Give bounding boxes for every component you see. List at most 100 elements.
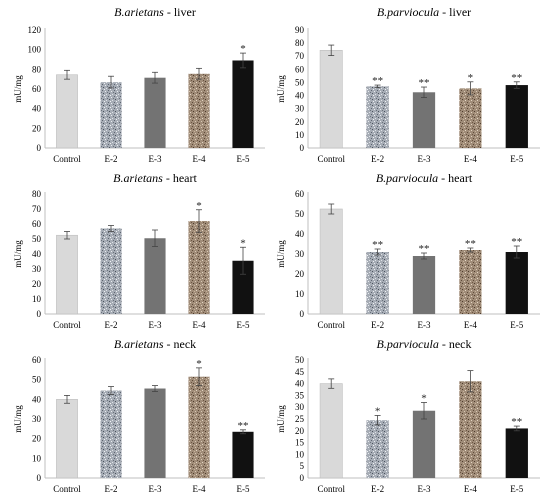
chart-title-species: B.arietans [114,337,164,351]
bar-e-5 [232,431,254,478]
significance-marker: * [196,200,202,212]
y-tick-label: 30 [295,104,305,114]
y-tick-label: 0 [37,473,42,483]
chart-title-tissue: - heart [163,171,198,185]
bar-e-3 [144,388,166,478]
y-tick-label: 0 [37,309,42,319]
chart-panel-6: B.parviocula - neckmU/mg0510152025303540… [276,337,540,494]
y-tick-label: 10 [295,289,305,299]
y-tick-label: 30 [32,264,42,274]
y-tick-label: 0 [300,309,305,319]
y-tick-label: 10 [32,294,42,304]
significance-marker: ** [372,75,383,87]
x-tick-label: Control [53,154,81,164]
bar-e-5 [232,60,254,148]
bar-e-5 [505,428,528,478]
x-tick-label: Control [317,320,345,330]
bar-e-2 [366,252,389,314]
chart-title-tissue: - liver [164,5,196,19]
y-tick-label: 5 [300,461,305,471]
significance-marker: ** [511,236,522,248]
chart-title-tissue: - neck [164,337,197,351]
x-tick-label: E-3 [418,154,431,164]
y-tick-label: 40 [32,104,42,114]
y-tick-label: 70 [32,204,42,214]
chart-title-tissue: - neck [439,337,472,351]
bar-e-3 [412,256,436,314]
bar-control [319,383,343,479]
y-tick-label: 20 [295,269,305,279]
y-axis-label: mU/mg [276,75,286,103]
significance-marker: * [240,237,246,249]
bar-e-5 [505,85,528,148]
y-tick-label: 60 [32,219,42,229]
y-tick-label: 30 [295,402,305,412]
chart-panel-5: B.arietans - neck mU/mg 0 10 20 30 40 50 60 Contr… [13,337,265,494]
y-tick-label: 60 [295,189,305,199]
y-tick-label: 40 [295,229,305,239]
y-tick-label: 80 [32,64,42,74]
x-tick-label: E-5 [237,154,250,164]
y-tick-label: 50 [295,209,305,219]
x-tick-label: E-3 [149,484,162,494]
x-tick-label: E-3 [418,484,431,494]
x-tick-label: Control [53,320,81,330]
y-tick-label: 40 [295,379,305,389]
y-tick-label: 20 [295,117,305,127]
chart-title-species: B.parviocula [377,5,439,19]
chart-panel-1: B.arietans - liver mU/mg 0 20 40 60 80 100 120 Co… [13,5,265,164]
significance-marker: ** [511,72,522,84]
bar-control [319,50,343,149]
significance-marker: * [196,358,202,370]
significance-marker: ** [511,416,522,428]
y-tick-label: 20 [32,279,42,289]
x-tick-label: E-2 [371,154,384,164]
y-tick-label: 20 [295,426,305,436]
x-tick-label: E-2 [105,154,118,164]
y-tick-label: 35 [295,390,305,400]
x-tick-label: E-5 [510,484,523,494]
y-tick-label: 20 [32,434,42,444]
y-tick-label: 70 [295,51,305,61]
x-tick-label: E-3 [149,320,162,330]
x-tick-label: E-3 [149,154,162,164]
significance-marker: * [375,405,381,417]
x-tick-label: E-5 [510,320,523,330]
bar-e-3 [412,410,436,478]
y-tick-label: 40 [32,394,42,404]
x-tick-label: E-4 [193,154,206,164]
chart-title: B.arietans - liver [114,5,196,19]
bar-e-5 [505,252,528,314]
bar-e-4 [188,221,210,314]
bar-control [319,208,343,315]
y-tick-label: 40 [32,249,42,259]
x-tick-label: E-5 [237,320,250,330]
y-axis-label: mU/mg [276,240,286,268]
y-tick-label: 10 [295,130,305,140]
x-tick-label: E-2 [105,320,118,330]
bar-e-4 [188,73,210,148]
x-tick-label: E-4 [464,154,477,164]
y-axis-label: mU/mg [13,75,23,103]
significance-marker: ** [372,239,383,251]
y-tick-label: 100 [28,45,42,55]
y-tick-label: 10 [32,453,42,463]
significance-marker: ** [419,77,430,89]
chart-title: B.parviocula - heart [376,171,473,185]
x-tick-label: Control [317,484,345,494]
x-tick-label: E-2 [105,484,118,494]
y-tick-label: 10 [295,449,305,459]
y-tick-label: 0 [300,143,305,153]
x-tick-label: E-5 [510,154,523,164]
y-tick-label: 50 [32,234,42,244]
y-tick-label: 60 [32,355,42,365]
significance-marker: ** [419,243,430,255]
y-axis-label: mU/mg [276,405,286,433]
y-axis-label: mU/mg [13,240,23,268]
chart-title-tissue: - liver [439,5,471,19]
y-tick-label: 30 [32,414,42,424]
bar-control [56,399,78,479]
y-tick-label: 80 [32,189,42,199]
bar-control [56,234,78,315]
x-tick-label: E-5 [237,484,250,494]
